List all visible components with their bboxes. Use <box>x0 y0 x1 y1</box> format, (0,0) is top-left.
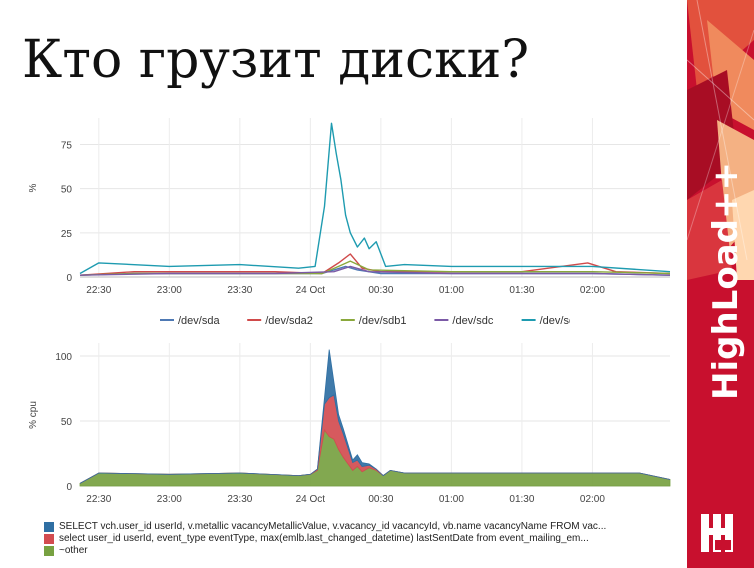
series-line <box>79 265 671 276</box>
slide-title: Кто грузит диски? <box>22 30 530 90</box>
legend-item[interactable]: /dev/sdc <box>434 315 494 327</box>
brand-name: HighLoad++ <box>706 162 746 400</box>
y-axis-label: % cpu <box>28 401 39 429</box>
y-tick-label: 25 <box>61 229 73 240</box>
x-tick-label: 22:30 <box>86 494 111 505</box>
y-tick-label: 0 <box>66 482 72 493</box>
legend-item[interactable]: /dev/sdb1 <box>340 315 407 327</box>
legend-label: /dev/sdc1 <box>540 315 570 327</box>
x-tick-label: 01:00 <box>439 494 464 505</box>
legend-label: ~other <box>59 545 88 556</box>
x-tick-label: 02:00 <box>580 285 605 296</box>
legend-swatch <box>44 546 54 556</box>
legend-item[interactable]: /dev/sda <box>160 315 220 327</box>
legend-item[interactable]: /dev/sdc1 <box>521 315 570 327</box>
x-tick-label: 22:30 <box>86 285 111 296</box>
x-tick-label: 02:00 <box>580 494 605 505</box>
x-tick-label: 24 Oct <box>296 285 326 296</box>
x-tick-label: 00:30 <box>368 285 393 296</box>
legend-swatch <box>44 534 54 544</box>
x-tick-label: 01:30 <box>509 494 534 505</box>
decorative-pattern-icon <box>687 0 754 280</box>
x-tick-label: 23:00 <box>157 494 182 505</box>
disk-usage-chart: 0 25 50 75 22:30 23:00 23:30 24 Oct 00:30 01:00 01… <box>20 108 682 308</box>
x-tick-label: 23:00 <box>157 285 182 296</box>
y-tick-label: 100 <box>55 352 72 363</box>
series-line <box>79 253 671 276</box>
y-axis-label: % <box>28 183 39 192</box>
legend-item[interactable]: select user_id userId, event_type eventT… <box>44 533 674 545</box>
brand-sidebar <box>687 0 754 568</box>
legend-item[interactable]: SELECT vch.user_id userId, v.metallic va… <box>44 521 674 533</box>
cpu-usage-legend: SELECT vch.user_id userId, v.metallic va… <box>44 521 674 557</box>
series-area <box>79 349 671 484</box>
y-tick-label: 75 <box>61 141 73 152</box>
legend-item[interactable]: ~other <box>44 545 674 557</box>
legend-swatch <box>44 522 54 532</box>
highload-logo-icon <box>701 514 733 552</box>
legend-label: select user_id userId, event_type eventT… <box>59 533 589 544</box>
x-tick-label: 23:30 <box>227 285 252 296</box>
series-area <box>79 394 671 484</box>
disk-usage-legend: /dev/sda/dev/sda2/dev/sdb1/dev/sdc/dev/s… <box>160 315 570 327</box>
legend-label: /dev/sda <box>178 315 220 327</box>
series-line <box>79 122 671 275</box>
cpu-usage-svg: 0 50 100 22:30 23:00 23:30 24 Oct 00:30 01:00 01:… <box>28 343 671 505</box>
legend-label: /dev/sda2 <box>265 315 313 327</box>
legend-label: /dev/sdb1 <box>359 315 407 327</box>
x-tick-label: 24 Oct <box>296 494 326 505</box>
legend-label: SELECT vch.user_id userId, v.metallic va… <box>59 521 607 532</box>
x-tick-label: 23:30 <box>227 494 252 505</box>
cpu-usage-chart: 0 50 100 22:30 23:00 23:30 24 Oct 00:30 01:00 01:… <box>20 335 682 515</box>
y-tick-label: 0 <box>66 273 72 284</box>
legend-label: /dev/sdc <box>452 315 493 327</box>
disk-usage-svg: 0 25 50 75 22:30 23:00 23:30 24 Oct 00:30 01:00 01… <box>28 118 671 296</box>
x-tick-label: 01:30 <box>509 285 534 296</box>
x-tick-label: 01:00 <box>439 285 464 296</box>
y-tick-label: 50 <box>61 417 73 428</box>
series-area <box>79 429 671 487</box>
grid-lines <box>80 343 670 487</box>
legend-item[interactable]: /dev/sda2 <box>247 315 313 327</box>
grid-lines <box>80 118 670 278</box>
x-tick-label: 00:30 <box>368 494 393 505</box>
y-tick-label: 50 <box>61 185 73 196</box>
